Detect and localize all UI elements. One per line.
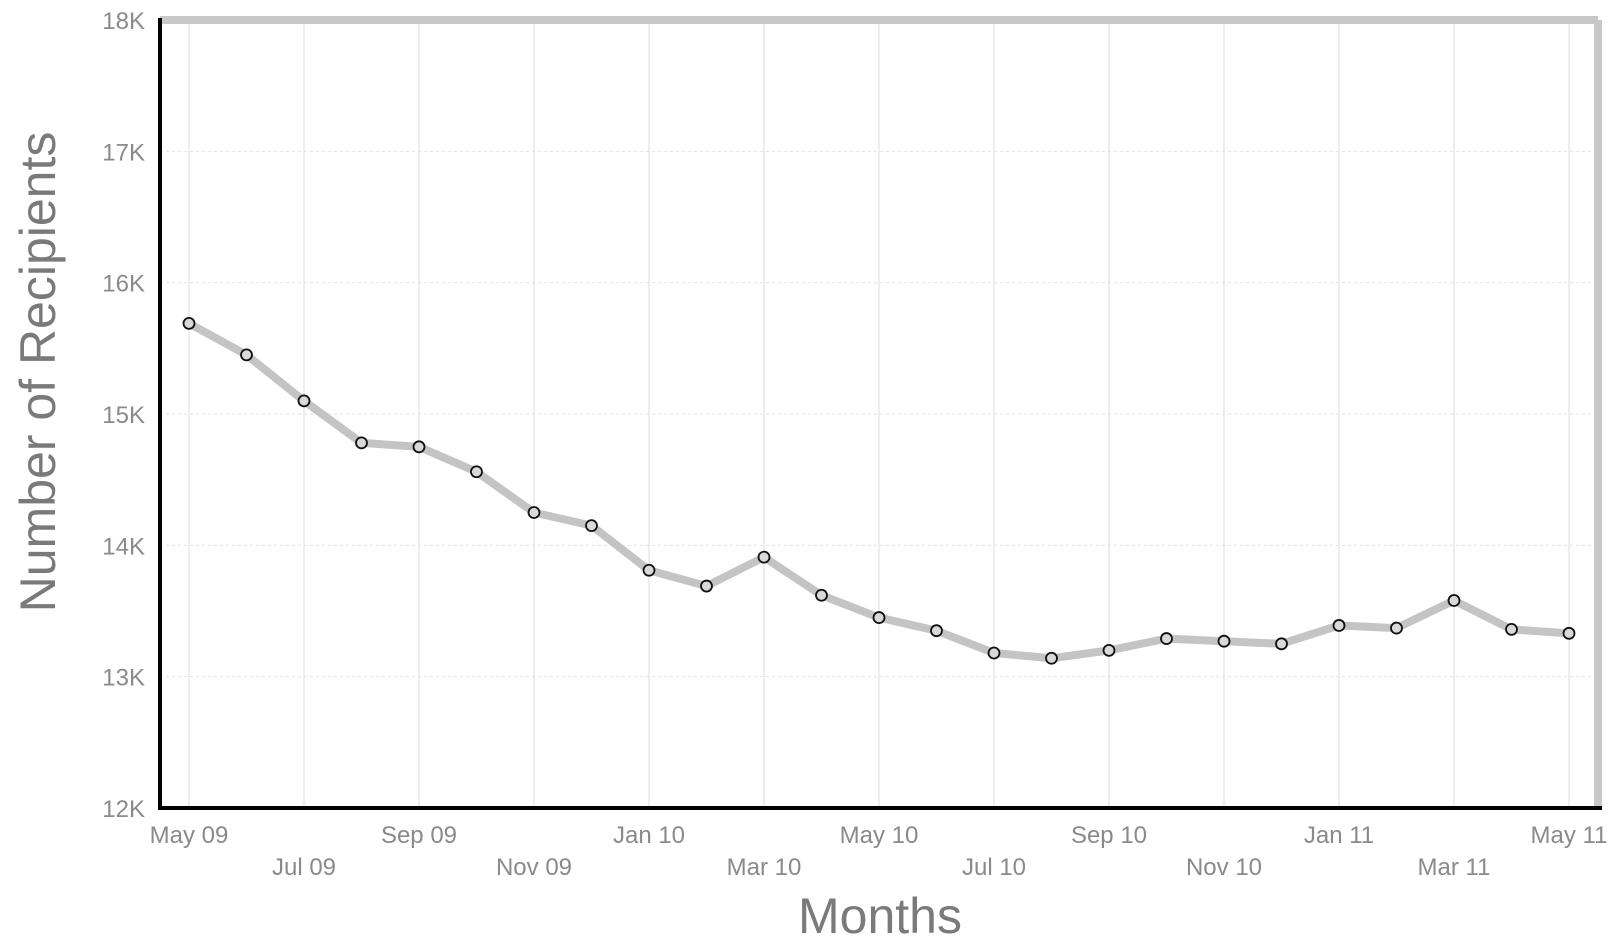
x-tick-label: Nov 10	[1186, 854, 1262, 881]
data-point	[1390, 621, 1403, 635]
plot-frame	[158, 16, 1602, 810]
x-tick-label: Jan 10	[613, 822, 685, 849]
x-tick-label: Nov 09	[496, 854, 572, 881]
y-tick-label: 14K	[102, 533, 145, 560]
data-point	[1045, 651, 1058, 665]
data-point	[642, 563, 656, 577]
data-point	[1217, 634, 1231, 648]
data-point	[1447, 594, 1461, 607]
y-tick-label: 13K	[102, 665, 145, 692]
data-point	[1275, 637, 1288, 651]
x-axis-ticks: May 09 Jul 09 Sep 09 Nov 09 Jan 10 Mar 10 May …	[150, 822, 1608, 881]
x-tick-label: May 11	[1531, 822, 1608, 849]
x-tick-label: Mar 10	[727, 854, 802, 881]
x-tick-label: Jul 10	[962, 854, 1026, 881]
data-point	[297, 394, 311, 408]
data-point	[872, 611, 886, 624]
x-tick-label: Sep 09	[381, 822, 457, 849]
y-tick-label: 17K	[102, 139, 145, 166]
data-point	[700, 579, 713, 593]
x-tick-label: Sep 10	[1071, 822, 1147, 849]
x-tick-label: May 10	[840, 822, 919, 849]
data-point	[527, 506, 541, 519]
data-point	[987, 646, 1001, 660]
y-axis-ticks: 12K 13K 14K 15K 16K 17K 18K	[102, 8, 145, 823]
y-tick-label: 16K	[102, 271, 145, 298]
data-point	[1505, 622, 1518, 636]
x-tick-label: Jan 11	[1304, 822, 1374, 849]
data-point	[585, 519, 598, 533]
data-point	[240, 348, 253, 362]
y-tick-label: 12K	[102, 796, 145, 823]
y-axis-title: Number of Recipients	[10, 132, 66, 613]
data-point	[412, 440, 426, 454]
data-point	[1562, 626, 1576, 640]
data-points	[182, 316, 1576, 665]
data-point	[1332, 619, 1346, 632]
data-point	[757, 550, 771, 564]
data-point	[930, 624, 943, 638]
x-tick-label: May 09	[150, 822, 229, 849]
data-point	[1102, 644, 1116, 657]
x-axis-title: Months	[798, 888, 962, 944]
x-tick-label: Mar 11	[1418, 854, 1491, 881]
y-tick-label: 15K	[102, 402, 145, 429]
data-point	[470, 465, 483, 479]
data-point	[1160, 632, 1173, 645]
grid-lines	[160, 20, 1598, 808]
x-tick-label: Jul 09	[272, 854, 336, 881]
y-tick-label: 18K	[102, 8, 145, 35]
data-point	[355, 436, 368, 450]
data-point	[182, 316, 196, 330]
data-point	[815, 588, 828, 602]
